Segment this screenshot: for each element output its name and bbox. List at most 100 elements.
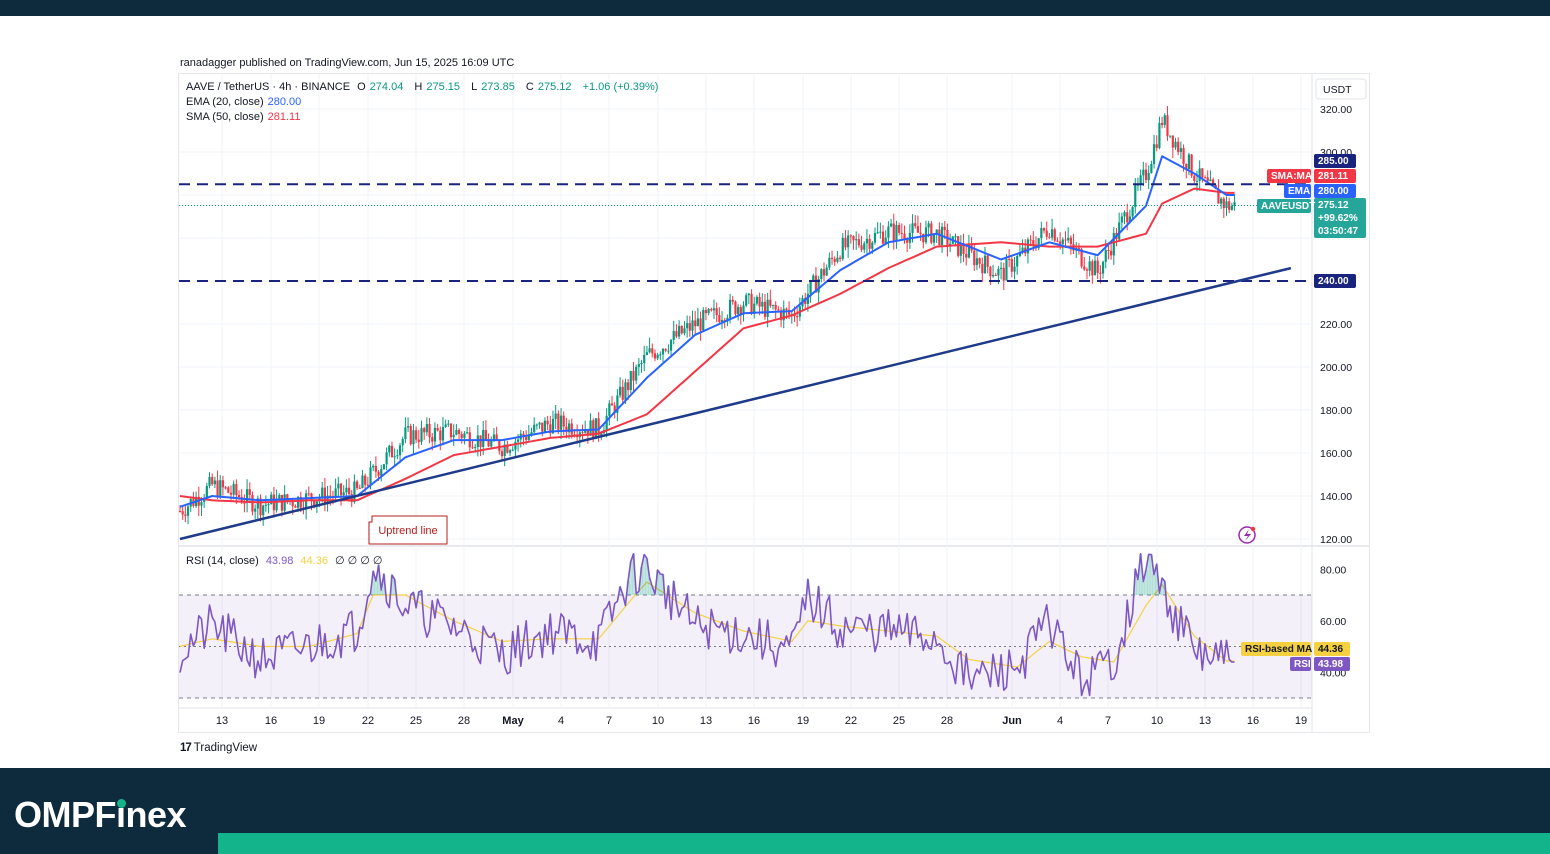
candle-body (506, 444, 509, 453)
candle (356, 479, 359, 491)
candle-body (836, 257, 839, 262)
candle (549, 415, 552, 438)
candle (245, 479, 249, 513)
candle (323, 477, 326, 512)
time-tick-label: 25 (410, 715, 422, 727)
rsi-legend[interactable]: RSI (14, close) 43.98 44.36 ∅ ∅ ∅ ∅ (186, 554, 387, 567)
candle (1152, 134, 1156, 169)
candle-body (903, 233, 906, 241)
candle (613, 401, 616, 419)
candle-body (852, 235, 855, 241)
candle-body (294, 506, 297, 508)
candle-body (557, 413, 560, 430)
candle (618, 377, 622, 398)
candle (704, 307, 708, 321)
candle-body (1021, 247, 1024, 253)
candle (1096, 256, 1099, 280)
badge-rsi-ma-tag: RSI-based MA (1241, 642, 1312, 656)
tradingview-logo[interactable]: 17 TradingView (180, 742, 258, 754)
candle-body (777, 309, 780, 311)
candle-body (398, 445, 402, 456)
symbol-name[interactable]: AAVE / TetherUS · 4h · BINANCE (186, 81, 351, 93)
candle (1225, 196, 1228, 216)
candle (769, 289, 772, 308)
ema-legend[interactable]: EMA (20, close) 280.00 (186, 96, 305, 108)
candle (1042, 227, 1046, 234)
candle (1093, 253, 1097, 276)
price-tick-label: 160.00 (1320, 448, 1352, 460)
candle-body (892, 223, 895, 241)
candle-body (763, 301, 767, 317)
candle-body (479, 435, 482, 448)
candle (667, 344, 670, 355)
candle-body (884, 237, 887, 244)
candle-body (627, 382, 630, 391)
candle-body (718, 315, 721, 322)
candle (409, 423, 412, 446)
candle (903, 225, 906, 244)
candle-body (471, 447, 474, 449)
candle-body (1005, 258, 1008, 281)
candle-body (664, 348, 667, 351)
candle (551, 410, 555, 435)
candle-body (629, 370, 632, 391)
candle-body (739, 307, 742, 315)
candle (511, 446, 514, 452)
time-tick-label: 19 (1295, 715, 1307, 727)
time-tick-label: 13 (216, 715, 228, 727)
candle (839, 255, 842, 262)
candle-body (640, 363, 643, 365)
candle (519, 429, 522, 448)
candle-body (455, 429, 458, 435)
candle (1174, 137, 1177, 150)
sma-legend[interactable]: SMA (50, close) 281.11 (186, 111, 304, 123)
candle (455, 424, 458, 436)
candle-body (809, 280, 812, 294)
candle (186, 503, 190, 525)
candle (1220, 197, 1223, 209)
badge-rsi-value-bg (1314, 657, 1350, 671)
candle-body (1064, 239, 1067, 241)
candle (1067, 227, 1070, 244)
candle-body (248, 489, 251, 495)
candle-body (1182, 148, 1185, 164)
candle (439, 426, 442, 451)
alert-lightning-icon (1238, 526, 1256, 544)
candle (423, 426, 426, 440)
time-tick-label: 4 (558, 715, 564, 727)
candle-body (549, 424, 552, 434)
candle-body (774, 304, 777, 310)
candle-body (243, 502, 246, 504)
candle-body (991, 274, 995, 277)
candle (1209, 170, 1212, 182)
candle-body (382, 464, 386, 470)
candle-body (922, 233, 925, 243)
candle-body (353, 481, 356, 503)
candle (661, 347, 665, 362)
candle-body (476, 435, 479, 448)
candle-body (820, 269, 823, 280)
candle (653, 349, 657, 362)
candle-body (737, 307, 740, 315)
badge-rsi-ma-value-bg (1314, 642, 1350, 656)
candle (779, 307, 783, 328)
candle (755, 295, 759, 306)
candle (243, 494, 246, 513)
candle (919, 222, 922, 241)
candle-body (935, 229, 938, 234)
candle (691, 310, 694, 339)
candle (1002, 262, 1005, 291)
candle-body (457, 429, 461, 434)
candle-body (1010, 259, 1013, 272)
candle-body (1032, 239, 1035, 246)
candle (718, 307, 721, 324)
candle (702, 307, 705, 331)
candle-body (533, 424, 536, 433)
candle-body (1171, 135, 1174, 148)
candle (1088, 255, 1091, 277)
ema-legend-value: 280.00 (267, 96, 302, 108)
candle-body (508, 450, 512, 453)
badge-last-price-bg (1314, 198, 1366, 238)
candle-body (1193, 175, 1196, 182)
